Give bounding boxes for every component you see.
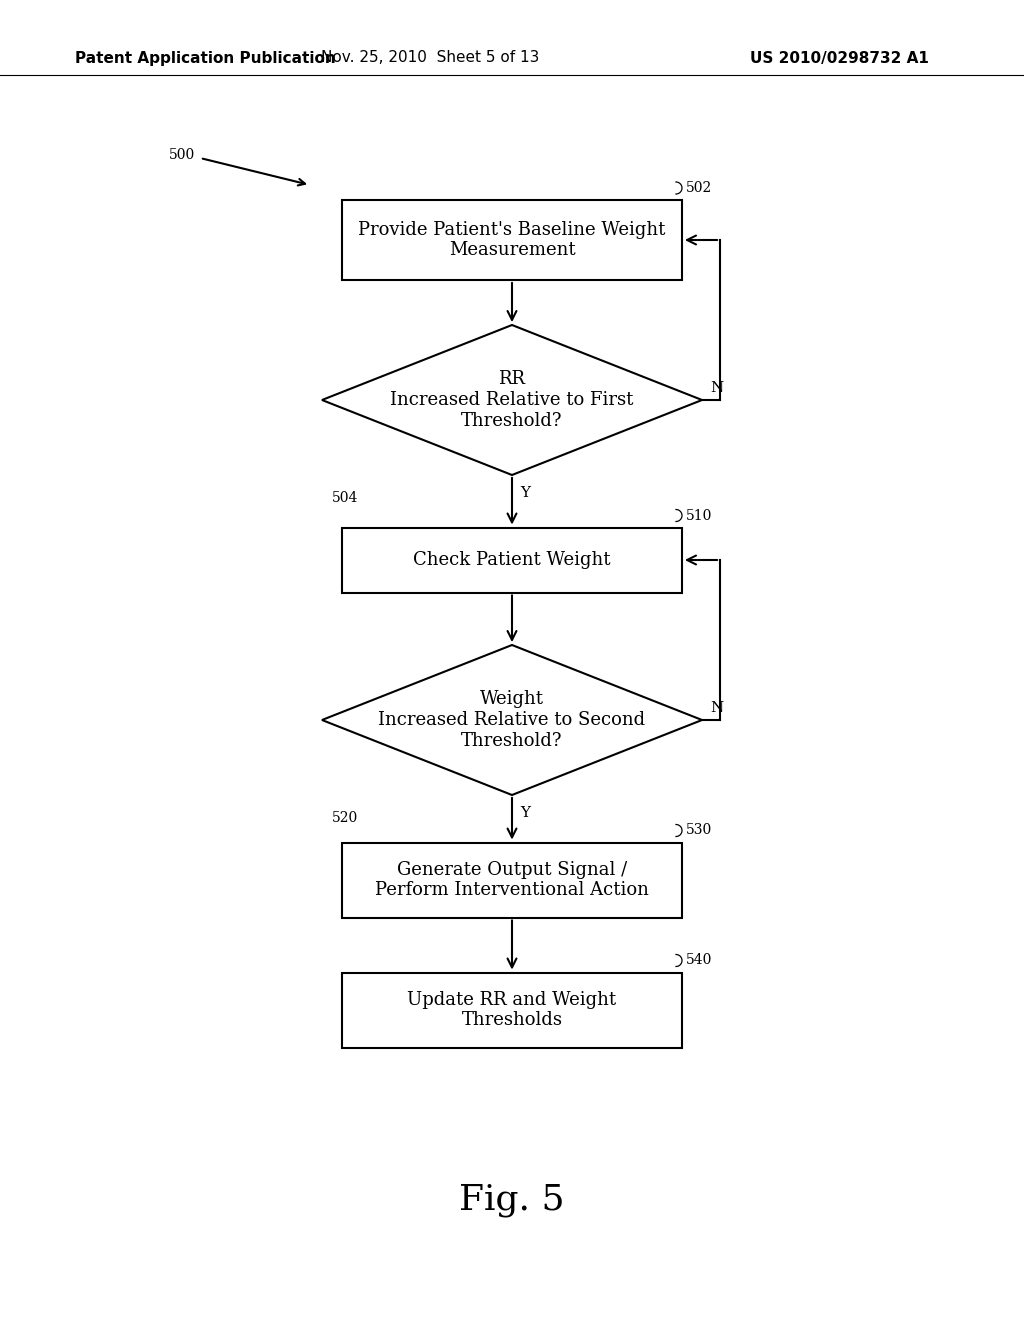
Polygon shape — [322, 645, 702, 795]
Text: Provide Patient's Baseline Weight
Measurement: Provide Patient's Baseline Weight Measur… — [358, 220, 666, 260]
Text: Patent Application Publication: Patent Application Publication — [75, 50, 336, 66]
Polygon shape — [322, 325, 702, 475]
Text: US 2010/0298732 A1: US 2010/0298732 A1 — [750, 50, 929, 66]
Text: Generate Output Signal /
Perform Interventional Action: Generate Output Signal / Perform Interve… — [375, 861, 649, 899]
Bar — [342, 201, 682, 280]
Text: Fig. 5: Fig. 5 — [459, 1183, 565, 1217]
Text: 504: 504 — [332, 491, 358, 506]
Text: 520: 520 — [332, 810, 358, 825]
Text: N: N — [710, 381, 723, 395]
Text: 502: 502 — [686, 181, 713, 195]
Text: Y: Y — [520, 486, 530, 500]
Text: 500: 500 — [169, 148, 195, 162]
Bar — [342, 528, 682, 593]
Text: N: N — [710, 701, 723, 715]
Text: RR
Increased Relative to First
Threshold?: RR Increased Relative to First Threshold… — [390, 370, 634, 430]
Text: Y: Y — [520, 807, 530, 820]
Text: 530: 530 — [686, 824, 713, 837]
Bar — [342, 973, 682, 1048]
Text: 510: 510 — [686, 508, 713, 523]
Bar — [342, 842, 682, 917]
Text: Weight
Increased Relative to Second
Threshold?: Weight Increased Relative to Second Thre… — [379, 690, 645, 750]
Text: Nov. 25, 2010  Sheet 5 of 13: Nov. 25, 2010 Sheet 5 of 13 — [321, 50, 540, 66]
Text: Update RR and Weight
Thresholds: Update RR and Weight Thresholds — [408, 990, 616, 1030]
Text: 540: 540 — [686, 953, 713, 968]
Text: Check Patient Weight: Check Patient Weight — [414, 550, 610, 569]
